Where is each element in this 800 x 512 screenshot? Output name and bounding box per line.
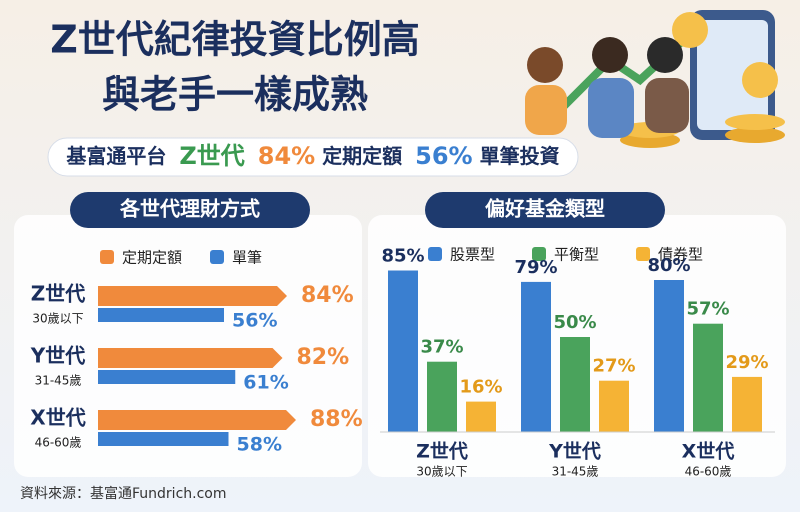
legend-label: 單筆 [232,249,262,267]
value-label: 82% [297,345,350,370]
bar [732,376,762,432]
bar [98,308,224,322]
bar [560,337,590,432]
bar [599,380,629,432]
panel-title: 偏好基金類型 [485,197,605,221]
legend-swatch [100,250,114,264]
bar [98,286,287,306]
category-note: 30歲以下 [416,465,467,479]
legend-swatch [532,247,546,261]
value-label: 80% [647,255,690,276]
illustration [525,10,785,148]
panel-header-box [425,192,665,228]
value-label: 37% [420,337,463,358]
bar [521,281,551,432]
value-label: 29% [725,352,768,373]
bar [427,361,457,432]
category-note: 30歲以下 [32,312,83,326]
value-label: 79% [514,257,557,278]
value-label: 58% [237,434,282,456]
legend-label: 平衡型 [554,246,599,264]
value-label: 84% [301,283,354,308]
source: 資料來源：基富通Fundrich.com [20,485,227,502]
bar [98,410,296,430]
banner-text: 基富通平台 [66,144,166,168]
category-note: 31-45歲 [35,374,82,388]
category-label: X世代 [682,441,735,463]
banner: 基富通平台 Z世代 84% 定期定額 56% 單筆投資 [66,142,559,170]
banner-text: Z世代 [179,142,244,170]
value-label: 27% [592,356,635,377]
category-label: Z世代 [31,282,86,306]
legend-swatch [210,250,224,264]
banner-text: 56% [415,142,472,170]
legend-label: 股票型 [450,246,495,264]
value-label: 16% [459,377,502,398]
bar [98,348,283,368]
category-note: 31-45歲 [552,465,599,479]
banner-box [47,137,579,177]
category-label: Z世代 [416,441,468,463]
value-label: 56% [232,310,277,332]
value-label: 50% [553,312,596,333]
category-label: Y世代 [30,344,85,368]
title-line: Z世代紀律投資比例高 [50,18,420,62]
panel-title: 各世代理財方式 [119,197,260,221]
banner-text: 定期定額 [322,144,402,168]
bar [98,370,236,384]
panel-header-box [70,192,310,228]
legend-swatch [636,247,650,261]
value-label: 57% [686,299,729,320]
value-label: 88% [310,407,363,432]
banner-text: 84% [258,142,315,170]
value-label: 85% [381,246,424,267]
category-note: 46-60歲 [35,436,82,450]
category-note: 46-60歲 [685,465,732,479]
bar [466,401,496,432]
bar [654,280,684,432]
title-line: 與老手一樣成熟 [102,73,368,117]
bar [693,323,723,432]
value-label: 61% [243,372,288,394]
bar [98,432,229,446]
legend-label: 定期定額 [122,249,182,267]
category-label: X世代 [30,406,85,430]
category-label: Y世代 [548,441,601,463]
bar [388,270,418,432]
legend-swatch [428,247,442,261]
banner-text: 單筆投資 [480,144,560,168]
legend-label: 債券型 [658,246,703,264]
